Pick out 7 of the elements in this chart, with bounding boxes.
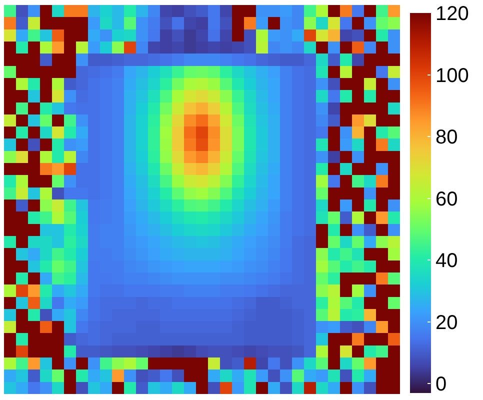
color-bar-label: 60 bbox=[436, 188, 458, 210]
color-bar-label: 120 bbox=[436, 3, 469, 25]
color-bar-label: 100 bbox=[436, 64, 469, 87]
color-bar-label: 80 bbox=[436, 126, 458, 149]
color-bar-label: 20 bbox=[436, 312, 458, 334]
color-bar-label: 40 bbox=[436, 250, 458, 272]
color-bar-label: 0 bbox=[436, 374, 447, 396]
